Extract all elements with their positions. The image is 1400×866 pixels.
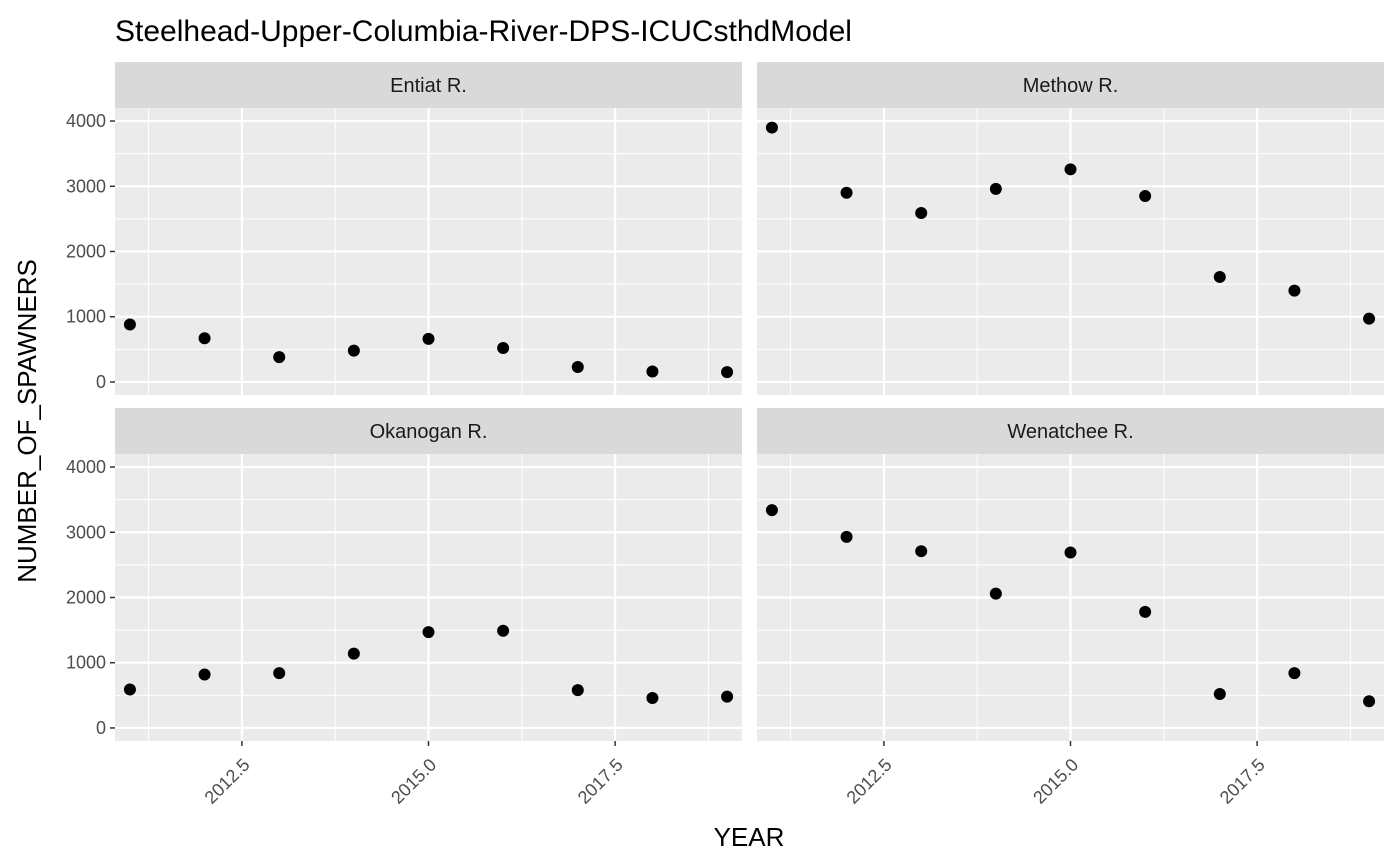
facet-panel-entiat-r: Entiat R. 0 1000 2000 3000 4000 xyxy=(66,62,742,395)
x-axis-title: YEAR xyxy=(714,822,785,852)
chart-title: Steelhead-Upper-Columbia-River-DPS-ICUCs… xyxy=(115,15,852,48)
x-tick-label: 2017.5 xyxy=(1216,755,1269,808)
x-tick-label: 2015.0 xyxy=(387,755,440,808)
data-point xyxy=(198,668,211,681)
facet-panel-methow-r: Methow R. xyxy=(757,62,1384,395)
data-point xyxy=(915,545,928,558)
data-point xyxy=(273,351,286,364)
data-point xyxy=(765,504,778,517)
y-tick-label: 0 xyxy=(96,372,106,392)
facet-strip xyxy=(757,408,1384,454)
data-point xyxy=(1288,667,1301,680)
x-tick-label: 2012.5 xyxy=(201,755,254,808)
data-point xyxy=(989,182,1002,195)
x-tick-label: 2017.5 xyxy=(574,755,627,808)
data-point xyxy=(1064,163,1077,176)
data-point xyxy=(646,691,659,704)
data-point xyxy=(1213,270,1226,283)
data-point xyxy=(721,366,734,379)
y-axis-title: NUMBER_OF_SPAWNERS xyxy=(12,259,42,583)
data-point xyxy=(1288,284,1301,297)
data-point xyxy=(1139,190,1152,203)
y-tick-label: 4000 xyxy=(66,457,106,477)
data-point xyxy=(497,624,510,637)
y-tick-label: 2000 xyxy=(66,588,106,608)
data-point xyxy=(1064,546,1077,559)
data-point xyxy=(915,207,928,220)
data-point xyxy=(422,626,435,639)
data-point xyxy=(989,587,1002,600)
data-point xyxy=(123,318,136,331)
data-point xyxy=(646,365,659,378)
facet-strip-label: Methow R. xyxy=(1023,75,1119,97)
y-tick-label: 1000 xyxy=(66,307,106,327)
data-point xyxy=(1363,695,1376,708)
facet-strip xyxy=(757,62,1384,108)
data-point xyxy=(273,667,286,680)
x-tick-label: 2015.0 xyxy=(1029,755,1082,808)
data-point xyxy=(123,683,136,696)
data-point xyxy=(571,684,584,697)
x-tick-label: 2012.5 xyxy=(843,755,896,808)
y-tick-label: 2000 xyxy=(66,242,106,262)
facet-panel-wenatchee-r: Wenatchee R. 2012.5 2015.0 2017.5 xyxy=(757,408,1384,808)
data-point xyxy=(347,344,360,357)
data-point xyxy=(840,186,853,199)
data-point xyxy=(497,342,510,355)
facet-strip xyxy=(115,62,742,108)
data-point xyxy=(1139,605,1152,618)
y-tick-label: 1000 xyxy=(66,653,106,673)
y-tick-label: 3000 xyxy=(66,522,106,542)
data-point xyxy=(1213,688,1226,701)
y-tick-label: 0 xyxy=(96,718,106,738)
data-point xyxy=(422,332,435,345)
facet-strip-label: Okanogan R. xyxy=(370,421,488,443)
facet-strip-label: Entiat R. xyxy=(390,75,467,97)
facet-strip xyxy=(115,408,742,454)
facet-panel-okanogan-r: Okanogan R. 0 1000 2000 3000 4000 2012.5 2015.0… xyxy=(66,408,742,808)
facet-strip-label: Wenatchee R. xyxy=(1007,421,1133,443)
data-point xyxy=(721,690,734,703)
data-point xyxy=(840,530,853,543)
data-point xyxy=(347,647,360,660)
data-point xyxy=(765,121,778,134)
y-tick-label: 3000 xyxy=(66,176,106,196)
facet-panels: Entiat R. 0 1000 2000 3000 4000 Methow R. Okano… xyxy=(66,62,1384,808)
data-point xyxy=(198,332,211,345)
data-point xyxy=(1363,312,1376,325)
y-tick-label: 4000 xyxy=(66,111,106,131)
data-point xyxy=(571,360,584,373)
